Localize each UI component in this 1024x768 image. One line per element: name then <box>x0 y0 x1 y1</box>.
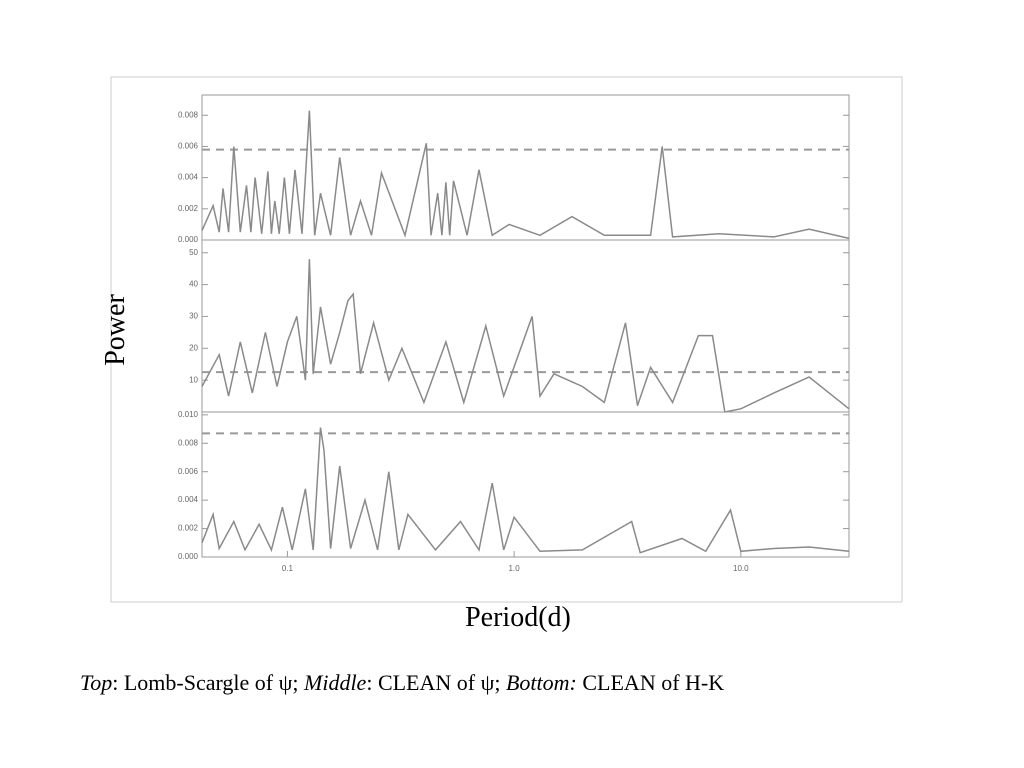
caption-part: Middle <box>303 670 367 695</box>
chart-frame <box>110 76 903 603</box>
y-tick-label: 40 <box>189 280 198 289</box>
y-tick-label: 20 <box>189 343 198 352</box>
y-tick-label: 0.010 <box>178 410 199 419</box>
y-tick-label: 0.006 <box>178 142 199 151</box>
caption-part: Top <box>80 670 112 695</box>
y-tick-label: 0.004 <box>178 173 199 182</box>
y-tick-label: 0.006 <box>178 467 199 476</box>
plot-frame <box>201 94 850 241</box>
y-axis-label: Power <box>100 294 131 366</box>
y-tick-label: 0.008 <box>178 438 199 447</box>
periodogram-line <box>201 427 850 554</box>
x-tick-label: 10.0 <box>733 564 749 573</box>
caption-part: CLEAN of H-K <box>577 670 724 695</box>
y-tick-label: 50 <box>189 248 198 257</box>
y-tick-label: 30 <box>189 312 198 321</box>
y-tick-label: 0.008 <box>178 110 199 119</box>
caption-part: : CLEAN of ψ; <box>366 670 506 695</box>
x-tick-label: 0.1 <box>282 564 294 573</box>
y-tick-label: 0.004 <box>178 495 199 504</box>
x-axis-label: Period(d) <box>465 602 571 633</box>
x-tick-label: 1.0 <box>509 564 521 573</box>
y-tick-label: 0.000 <box>178 552 199 561</box>
y-tick-label: 10 <box>189 375 198 384</box>
caption-part: : Lomb-Scargle of ψ; <box>112 670 304 695</box>
periodogram-line <box>201 259 850 413</box>
y-tick-label: 0.002 <box>178 524 199 533</box>
plot-frame <box>201 239 850 413</box>
y-tick-label: 0.002 <box>178 204 199 213</box>
periodogram-line <box>201 110 850 240</box>
caption: Top: Lomb-Scargle of ψ; Middle: CLEAN of… <box>80 670 724 695</box>
caption-part: Bottom: <box>506 670 577 695</box>
y-tick-label: 0.000 <box>178 235 199 244</box>
plot-frame <box>201 411 850 558</box>
